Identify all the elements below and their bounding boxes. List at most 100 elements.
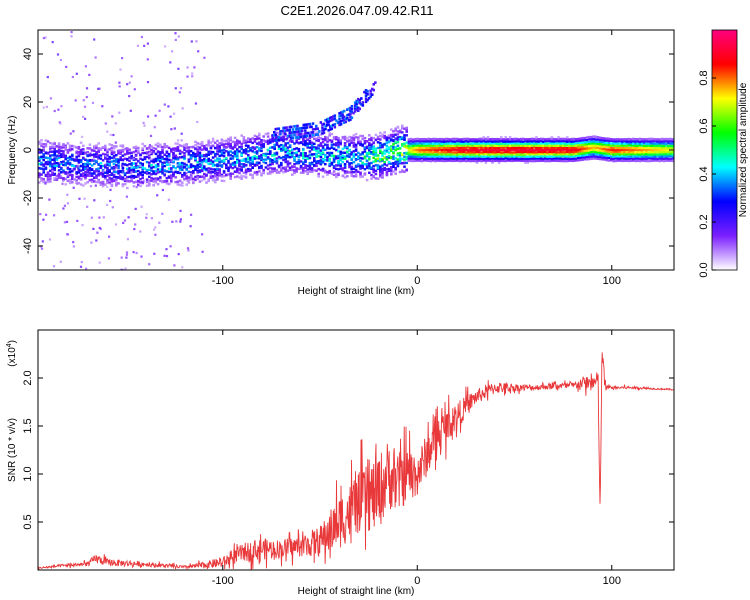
heat-cell bbox=[647, 148, 650, 151]
heat-cell bbox=[550, 146, 554, 149]
heat-cell bbox=[341, 116, 344, 119]
heat-cell bbox=[526, 146, 529, 149]
heat-cell bbox=[497, 159, 501, 162]
heat-cell bbox=[45, 105, 48, 108]
heat-cell bbox=[524, 155, 527, 158]
heat-cell bbox=[614, 142, 617, 145]
heat-cell bbox=[187, 181, 191, 184]
heat-cell bbox=[302, 137, 305, 141]
heat-cell bbox=[40, 173, 43, 176]
heat-cell bbox=[508, 142, 512, 145]
heat-cell bbox=[118, 81, 121, 84]
heat-cell bbox=[634, 157, 637, 160]
heat-cell bbox=[255, 137, 259, 141]
heat-cell bbox=[489, 157, 492, 161]
heat-cell bbox=[390, 138, 393, 141]
heat-cell bbox=[372, 136, 375, 140]
heat-cell bbox=[484, 161, 488, 164]
heat-cell bbox=[354, 173, 358, 176]
heat-cell bbox=[95, 180, 98, 184]
heat-cell bbox=[148, 183, 151, 186]
heat-cell bbox=[339, 142, 342, 145]
heat-cell bbox=[117, 149, 120, 152]
heat-cell bbox=[189, 150, 193, 153]
heat-cell bbox=[365, 151, 369, 155]
heat-cell bbox=[242, 163, 246, 166]
heat-cell bbox=[198, 148, 202, 151]
heat-cell bbox=[352, 160, 356, 164]
heat-cell bbox=[139, 173, 142, 176]
heat-cell bbox=[434, 157, 437, 161]
heat-cell bbox=[73, 145, 76, 148]
heat-cell bbox=[251, 160, 254, 164]
heat-cell bbox=[264, 166, 268, 169]
heat-cell bbox=[478, 159, 481, 162]
heat-cell bbox=[504, 157, 507, 160]
heat-cell bbox=[579, 145, 582, 149]
heat-cell bbox=[431, 144, 435, 147]
heat-cell bbox=[328, 160, 331, 163]
heat-cell bbox=[621, 144, 624, 147]
heat-cell bbox=[566, 140, 569, 143]
heat-cell bbox=[383, 163, 386, 166]
heat-cell bbox=[568, 138, 571, 141]
heat-cell bbox=[304, 141, 307, 144]
heat-cell bbox=[71, 164, 74, 167]
heat-cell bbox=[638, 137, 642, 141]
heat-cell bbox=[412, 159, 415, 163]
heat-cell bbox=[297, 133, 301, 136]
heat-cell bbox=[390, 173, 393, 176]
heat-cell bbox=[519, 142, 523, 145]
heat-cell bbox=[117, 164, 120, 168]
heat-cell bbox=[282, 158, 285, 162]
heat-cell bbox=[533, 149, 536, 152]
heat-cell bbox=[196, 120, 199, 124]
heat-cell bbox=[187, 152, 191, 155]
heat-cell bbox=[137, 151, 140, 154]
heat-cell bbox=[130, 157, 133, 160]
heat-cell bbox=[449, 142, 452, 145]
heat-cell bbox=[218, 157, 221, 160]
heat-cell bbox=[170, 148, 173, 151]
heat-cell bbox=[139, 230, 142, 233]
heat-cell bbox=[85, 96, 88, 99]
heat-cell bbox=[71, 170, 74, 173]
heat-cell bbox=[137, 174, 140, 178]
heat-cell bbox=[196, 165, 199, 169]
heat-cell bbox=[347, 107, 351, 111]
heat-cell bbox=[85, 267, 88, 270]
heat-cell bbox=[104, 155, 107, 158]
heat-cell bbox=[229, 163, 232, 166]
heat-cell bbox=[148, 172, 151, 175]
heat-cell bbox=[524, 157, 527, 161]
heat-cell bbox=[636, 148, 639, 151]
heat-cell bbox=[148, 168, 151, 171]
heat-cell bbox=[154, 166, 158, 169]
heat-cell bbox=[495, 142, 499, 145]
heat-cell bbox=[440, 157, 444, 160]
heat-cell bbox=[112, 175, 116, 179]
heat-cell bbox=[112, 159, 116, 162]
heat-cell bbox=[148, 263, 151, 266]
heat-cell bbox=[319, 121, 323, 124]
heat-cell bbox=[205, 144, 208, 147]
heat-cell bbox=[515, 144, 518, 147]
heat-cell bbox=[585, 155, 589, 159]
heat-cell bbox=[420, 159, 424, 163]
heat-cell bbox=[370, 152, 373, 155]
heat-cell bbox=[537, 146, 540, 149]
heat-cell bbox=[341, 135, 345, 139]
heat-cell bbox=[607, 141, 611, 144]
heat-cell bbox=[647, 146, 650, 149]
heat-cell bbox=[572, 148, 576, 152]
colorbar-ticks: 0.00.20.40.60.8 bbox=[698, 70, 716, 278]
heat-cell bbox=[310, 162, 314, 166]
heat-cell bbox=[449, 155, 452, 158]
heat-cell bbox=[302, 139, 305, 142]
heat-cell bbox=[530, 146, 534, 150]
heat-cell bbox=[216, 168, 219, 172]
heat-cell bbox=[143, 151, 147, 155]
heat-cell bbox=[376, 159, 380, 162]
heat-cell bbox=[106, 179, 109, 182]
